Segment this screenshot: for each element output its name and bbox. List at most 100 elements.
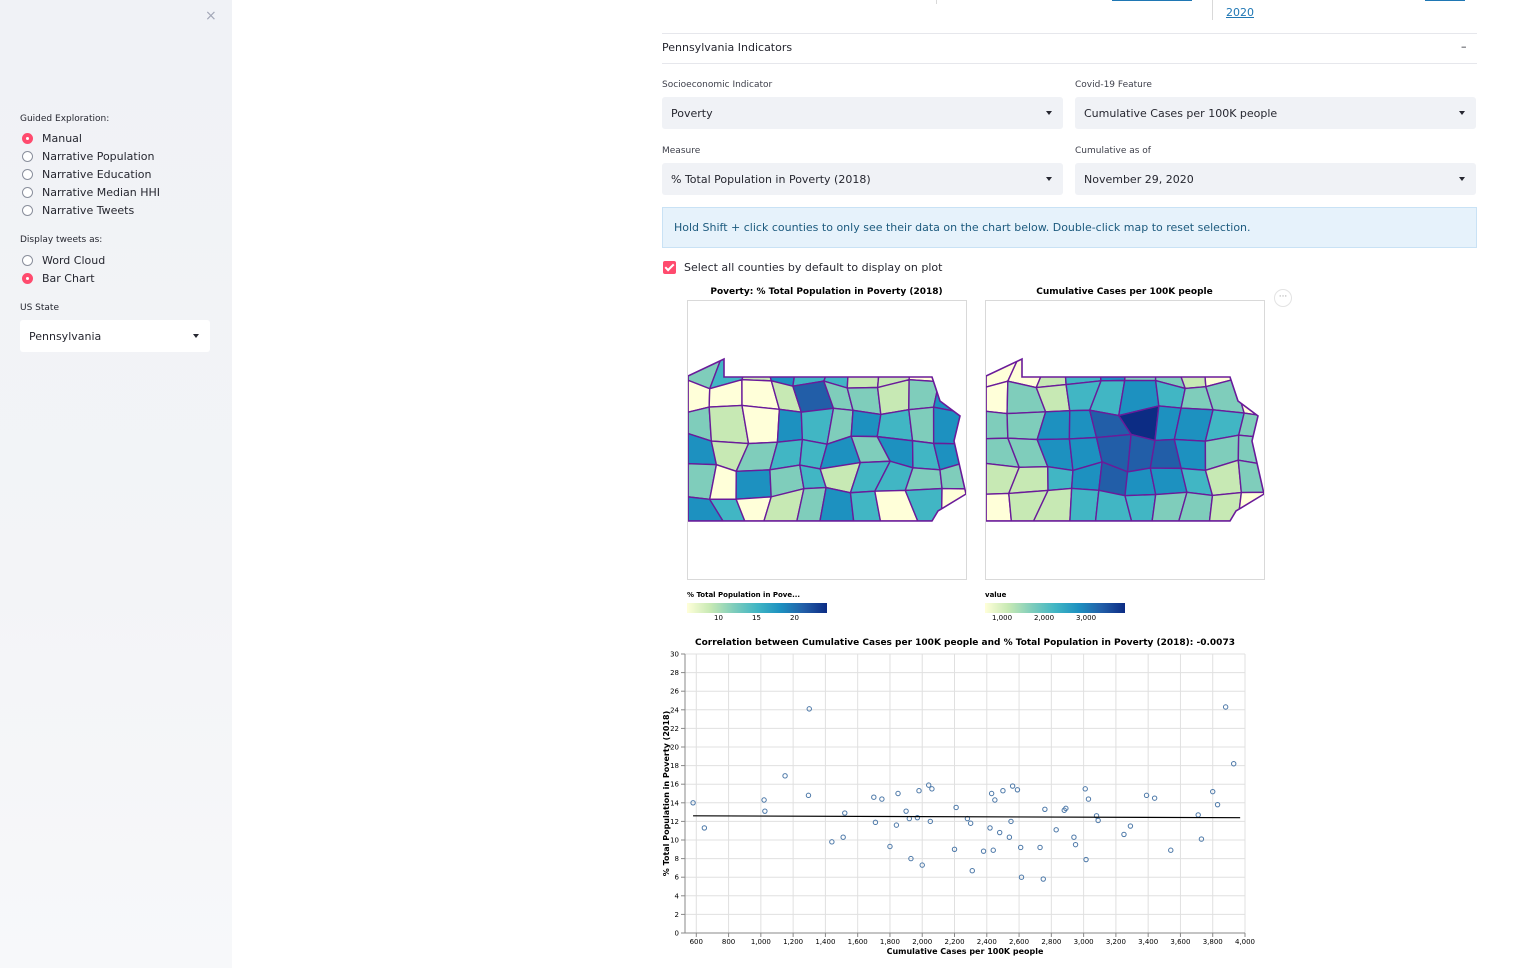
select-all-counties-checkbox[interactable]: Select all counties by default to displa…	[663, 261, 942, 274]
scatter-point[interactable]	[992, 797, 998, 803]
county-shape[interactable]	[986, 410, 1009, 440]
scatter-point[interactable]	[1014, 787, 1021, 793]
scatter-point[interactable]	[1085, 796, 1092, 802]
scatter-point[interactable]	[762, 808, 768, 814]
scatter-point[interactable]	[908, 855, 914, 862]
county-shape[interactable]	[1151, 491, 1188, 521]
scatter-point[interactable]	[988, 790, 995, 797]
cases-map[interactable]	[985, 300, 1265, 580]
source-link[interactable]: 2020	[1226, 6, 1254, 19]
scatter-point[interactable]	[805, 792, 812, 799]
collapse-icon[interactable]: –	[1461, 40, 1467, 53]
scatter-point[interactable]	[887, 843, 893, 850]
scatter-point[interactable]	[1053, 827, 1059, 833]
county-shape[interactable]	[986, 492, 1013, 521]
scatter-point[interactable]	[829, 839, 835, 845]
scatter-point[interactable]	[1210, 788, 1216, 795]
county-shape[interactable]	[873, 489, 919, 521]
county-shape[interactable]	[932, 406, 966, 445]
county-shape[interactable]	[1094, 489, 1133, 521]
county-shape[interactable]	[932, 442, 966, 471]
scatter-point[interactable]	[879, 796, 885, 802]
county-shape[interactable]	[940, 487, 966, 521]
county-shape[interactable]	[904, 487, 943, 521]
county-shape[interactable]	[741, 404, 781, 445]
county-shape[interactable]	[735, 496, 773, 521]
poverty-map[interactable]	[687, 300, 967, 580]
chart-menu-icon[interactable]: ···	[1274, 289, 1292, 307]
scatter-point[interactable]	[1195, 812, 1201, 818]
expander-title[interactable]: Pennsylvania Indicators	[662, 41, 793, 54]
scatter-point[interactable]	[690, 800, 696, 806]
radio-manual[interactable]: Manual	[22, 130, 82, 146]
county-shape[interactable]	[876, 408, 914, 442]
scatter-point[interactable]	[927, 818, 934, 825]
county-shape[interactable]	[1032, 487, 1073, 521]
scatter-point[interactable]	[1143, 792, 1150, 799]
radio-narrative-education[interactable]: Narrative Education	[22, 166, 151, 182]
scatter-point[interactable]	[893, 822, 900, 828]
scatter-point[interactable]	[1095, 817, 1101, 824]
scatter-point[interactable]	[914, 814, 921, 821]
scatter-point[interactable]	[1006, 834, 1013, 840]
county-shape[interactable]	[819, 486, 855, 521]
scatter-point[interactable]	[919, 862, 925, 868]
county-shape[interactable]	[1208, 491, 1243, 521]
county-shape[interactable]	[708, 498, 746, 521]
scatter-point[interactable]	[903, 808, 909, 814]
covid-feature-select[interactable]: Cumulative Cases per 100K people	[1075, 97, 1476, 129]
county-shape[interactable]	[1124, 493, 1157, 521]
scatter-point[interactable]	[1072, 841, 1079, 848]
correlation-scatter-plot[interactable]: Correlation between Cumulative Cases per…	[655, 633, 1255, 963]
scatter-point[interactable]	[761, 797, 767, 803]
county-shape[interactable]	[1047, 465, 1074, 492]
county-shape[interactable]	[908, 356, 941, 383]
scatter-point[interactable]	[1071, 834, 1077, 840]
scatter-point[interactable]	[990, 847, 996, 853]
county-shape[interactable]	[763, 487, 805, 521]
scatter-point[interactable]	[840, 834, 846, 840]
radio-word-cloud[interactable]: Word Cloud	[22, 252, 105, 268]
close-sidebar-icon[interactable]: ×	[205, 8, 217, 24]
scatter-point[interactable]	[1121, 831, 1127, 838]
scatter-point[interactable]	[951, 846, 958, 853]
scatter-point[interactable]	[872, 819, 879, 826]
scatter-point[interactable]	[806, 706, 812, 712]
scatter-point[interactable]	[1018, 874, 1025, 880]
poverty-choropleth[interactable]	[687, 301, 967, 579]
county-shape[interactable]	[776, 408, 804, 444]
scatter-point[interactable]	[1198, 836, 1205, 842]
scatter-point[interactable]	[1017, 844, 1024, 851]
scatter-point[interactable]	[1082, 786, 1088, 792]
scatter-point[interactable]	[980, 848, 987, 854]
radio-narrative-tweets[interactable]: Narrative Tweets	[22, 202, 134, 218]
scatter-point[interactable]	[987, 825, 993, 831]
county-shape[interactable]	[1237, 434, 1264, 466]
county-shape[interactable]	[1035, 356, 1067, 389]
county-shape[interactable]	[986, 380, 1009, 415]
county-shape[interactable]	[795, 486, 827, 521]
scatter-point[interactable]	[1042, 806, 1048, 813]
scatter-point[interactable]	[969, 867, 975, 874]
scatter-point[interactable]	[925, 782, 932, 788]
scatter-point[interactable]	[701, 825, 708, 831]
scatter-point[interactable]	[1008, 818, 1014, 825]
measure-select[interactable]: % Total Population in Poverty (2018)	[662, 163, 1063, 195]
scatter-point[interactable]	[782, 773, 788, 779]
scatter-point[interactable]	[929, 786, 935, 792]
scatter-point[interactable]	[1168, 847, 1174, 853]
county-shape[interactable]	[938, 356, 966, 387]
radio-narrative-median-hhi[interactable]: Narrative Median HHI	[22, 184, 160, 200]
county-shape[interactable]	[846, 356, 882, 389]
county-shape[interactable]	[1008, 489, 1050, 521]
scatter-point[interactable]	[871, 794, 877, 800]
scatter-point[interactable]	[996, 829, 1003, 836]
county-shape[interactable]	[1177, 491, 1214, 521]
scatter-point[interactable]	[842, 810, 848, 816]
county-shape[interactable]	[908, 406, 935, 445]
scatter-point[interactable]	[895, 790, 901, 797]
scatter-point[interactable]	[1093, 813, 1100, 819]
scatter-point[interactable]	[1214, 801, 1221, 808]
scatter-point[interactable]	[967, 820, 974, 826]
county-shape[interactable]	[1069, 487, 1100, 521]
